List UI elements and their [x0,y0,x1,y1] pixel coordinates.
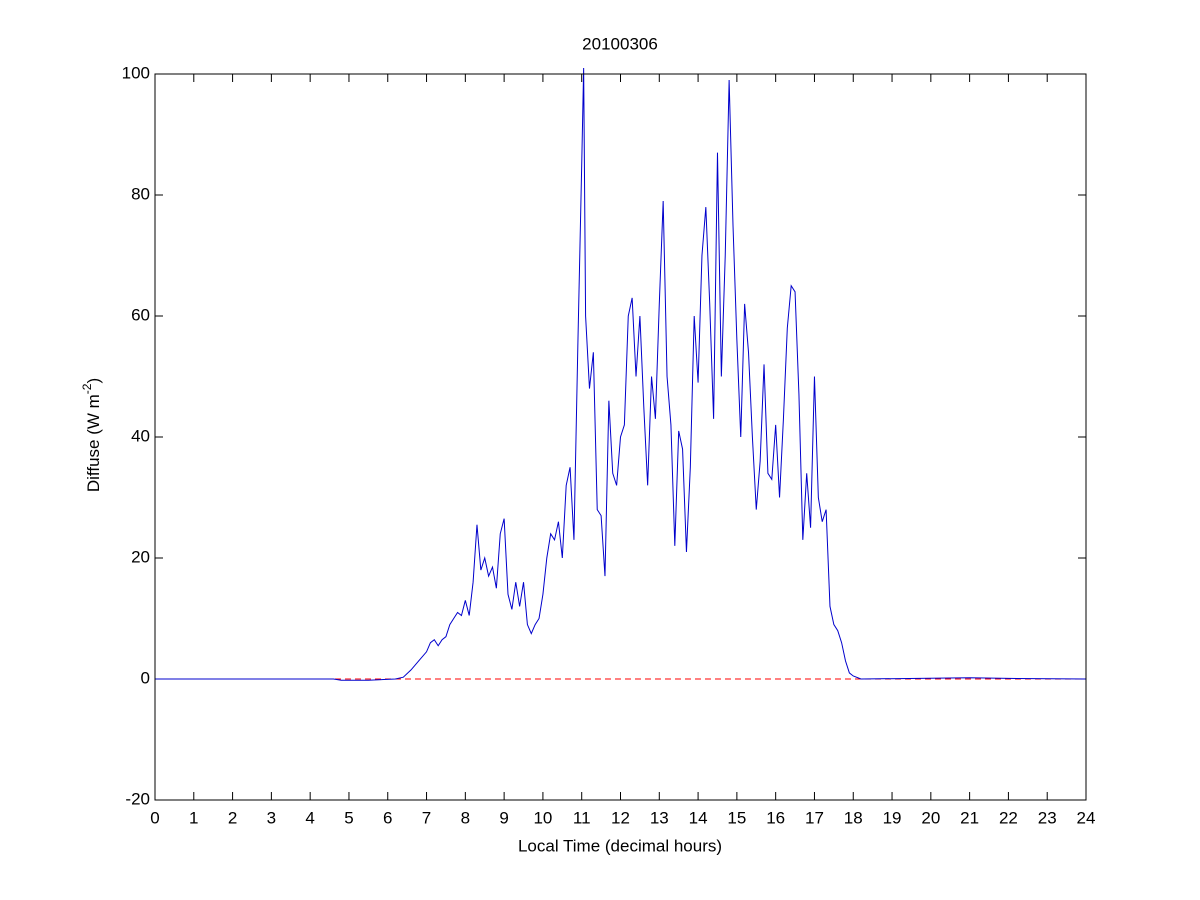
x-tick-label: 4 [305,808,314,827]
plot-frame [154,73,1087,801]
x-tick-label: 20 [921,808,940,827]
y-tick-label: -20 [125,789,150,808]
x-axis-label: Local Time (decimal hours) [518,836,722,855]
y-tick-label: 60 [131,305,150,324]
x-tick-label: 8 [461,808,470,827]
y-label-end: ) [84,378,103,384]
x-tick-label: 13 [650,808,669,827]
x-tick-label: 3 [267,808,276,827]
y-axis-label: Diffuse (W m-2) [80,378,103,492]
x-tick-label: 12 [611,808,630,827]
y-tick-label: 20 [131,547,150,566]
x-tick-label: 16 [766,808,785,827]
x-tick-label: 18 [844,808,863,827]
x-tick-label: 9 [499,808,508,827]
x-tick-label: 21 [960,808,979,827]
x-tick-label: 10 [533,808,552,827]
y-tick-label: 100 [122,63,150,82]
x-tick-label: 7 [422,808,431,827]
y-tick-label: 0 [141,668,150,687]
chart-title: 20100306 [582,34,658,53]
x-tick-label: 17 [805,808,824,827]
x-tick-label: 23 [1038,808,1057,827]
x-tick-label: 19 [883,808,902,827]
y-tick-label: 80 [131,184,150,203]
x-tick-label: 2 [228,808,237,827]
x-tick-label: 1 [189,808,198,827]
x-tick-label: 11 [573,808,591,827]
x-tick-label: 5 [344,808,353,827]
y-label-sup: -2 [80,383,94,394]
x-tick-label: 22 [999,808,1018,827]
data-line [155,67,1087,681]
y-label-main: Diffuse (W m [84,394,103,492]
x-tick-label: 14 [689,808,708,827]
x-tick-label: 24 [1077,808,1096,827]
x-tick-label: 0 [150,808,159,827]
x-tick-label: 6 [383,808,392,827]
x-tick-label: 15 [727,808,746,827]
y-tick-label: 40 [131,426,150,445]
